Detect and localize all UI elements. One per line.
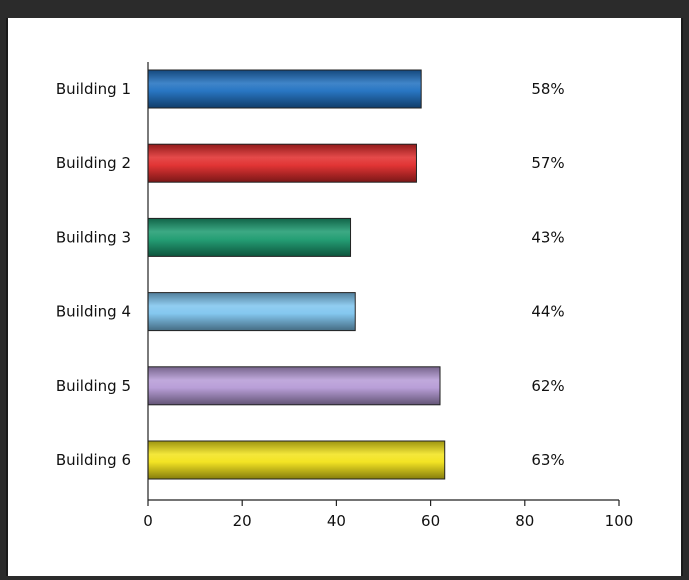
chart-panel: 0 20 40 60 80 100 Building 1 Building 2 Buildin… bbox=[6, 18, 683, 576]
category-label: Building 6 bbox=[56, 451, 131, 469]
bar-5 bbox=[147, 366, 441, 406]
x-tick-label: 80 bbox=[515, 512, 534, 530]
x-tick-label: 60 bbox=[421, 512, 440, 530]
value-label: 63% bbox=[531, 451, 564, 469]
category-label: Building 1 bbox=[56, 80, 131, 98]
category-label: Building 5 bbox=[56, 377, 131, 395]
value-label: 62% bbox=[531, 377, 564, 395]
category-label: Building 3 bbox=[56, 228, 131, 246]
x-tick-label: 40 bbox=[327, 512, 346, 530]
x-tick-label: 0 bbox=[143, 512, 153, 530]
x-tick-label: 100 bbox=[605, 512, 634, 530]
bar-2 bbox=[147, 143, 417, 183]
bar-6 bbox=[147, 440, 446, 480]
value-label: 44% bbox=[531, 303, 564, 321]
x-tick-label: 20 bbox=[233, 512, 252, 530]
bar-3 bbox=[147, 217, 352, 257]
value-label: 58% bbox=[531, 80, 564, 98]
category-label: Building 2 bbox=[56, 154, 131, 172]
value-label: 43% bbox=[531, 228, 564, 246]
bars-layer bbox=[147, 69, 446, 480]
bar-1 bbox=[147, 69, 422, 109]
value-label: 57% bbox=[531, 154, 564, 172]
bar-4 bbox=[147, 292, 356, 332]
x-axis: 0 20 40 60 80 100 bbox=[143, 62, 633, 530]
category-labels: Building 1 Building 2 Building 3 Building 4… bbox=[56, 80, 131, 469]
value-labels: 58% 57% 43% 44% 62% 63% bbox=[531, 80, 564, 469]
category-label: Building 4 bbox=[56, 303, 131, 321]
